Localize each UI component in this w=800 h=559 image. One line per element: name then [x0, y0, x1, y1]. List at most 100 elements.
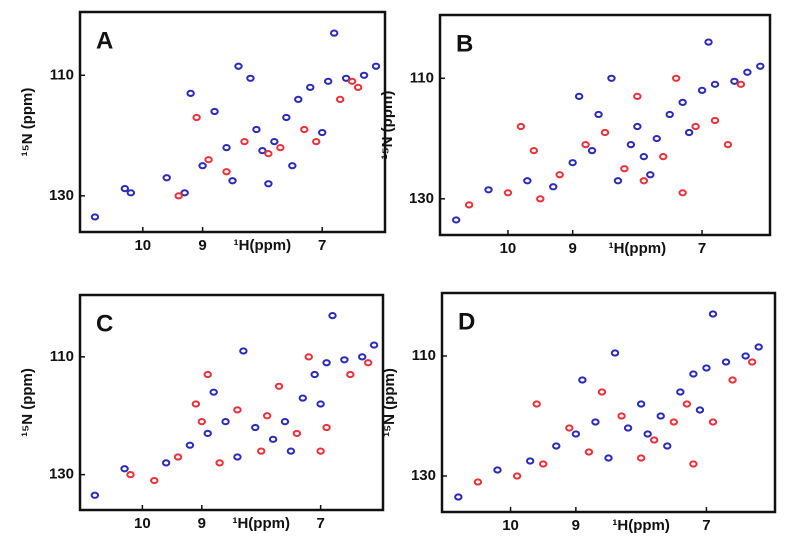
peak — [191, 400, 201, 408]
peak — [565, 424, 574, 432]
peak — [161, 459, 171, 467]
peak — [650, 436, 659, 444]
peak — [695, 406, 705, 414]
peak — [643, 430, 652, 438]
peak — [280, 418, 290, 426]
peak — [689, 460, 698, 468]
plot-frame — [78, 293, 385, 512]
peak — [512, 472, 522, 480]
peak — [532, 400, 541, 408]
peak — [617, 412, 626, 420]
peak — [234, 62, 243, 70]
peak — [322, 423, 331, 432]
peak — [288, 162, 297, 170]
peak — [730, 77, 739, 85]
peak — [312, 137, 321, 146]
peak — [523, 177, 532, 185]
peak — [369, 341, 379, 349]
y-axis-label: ¹⁵N (ppm) — [19, 368, 36, 437]
peak — [581, 140, 590, 149]
y-axis-label: ¹⁵N (ppm) — [19, 88, 36, 157]
peak — [306, 83, 315, 91]
peak — [555, 171, 564, 179]
x-tick-label: 9 — [572, 517, 580, 534]
peak — [316, 447, 325, 455]
peak — [264, 150, 273, 158]
peak — [300, 125, 309, 134]
peak — [702, 364, 711, 372]
peak — [274, 382, 284, 390]
peak — [610, 349, 620, 357]
peak — [185, 441, 195, 449]
peak — [228, 177, 237, 185]
peak — [633, 122, 642, 131]
peak — [150, 476, 159, 485]
peak — [741, 352, 750, 360]
x-tick-label: 9 — [568, 240, 576, 257]
peak — [328, 312, 337, 320]
peak — [251, 423, 260, 432]
peak — [747, 358, 757, 366]
peak — [162, 174, 171, 182]
peak — [623, 424, 633, 432]
peak — [639, 177, 649, 185]
peak — [304, 353, 313, 361]
peak — [210, 107, 219, 116]
peak — [198, 162, 207, 170]
x-tick-label: 10 — [134, 515, 151, 532]
peak — [335, 95, 345, 103]
peak — [120, 465, 129, 473]
peak — [697, 86, 707, 94]
y-tick-label: 130 — [411, 467, 436, 484]
peak — [464, 201, 474, 209]
peak — [584, 448, 594, 456]
peak — [222, 168, 231, 176]
peak — [233, 406, 242, 414]
peak — [258, 147, 267, 155]
panel-letter: B — [456, 30, 473, 57]
peak — [587, 147, 597, 155]
peak — [316, 400, 325, 408]
peak — [286, 447, 296, 455]
peak — [341, 74, 351, 82]
peak — [671, 74, 681, 82]
y-tick-label: 110 — [410, 69, 434, 86]
peak — [708, 418, 718, 426]
peak — [678, 98, 687, 106]
peak — [578, 376, 587, 384]
peak — [90, 213, 100, 221]
peak — [708, 310, 718, 318]
peak — [451, 216, 461, 224]
peak — [646, 171, 655, 179]
peak — [292, 429, 302, 438]
peak — [626, 140, 636, 149]
x-tick-label: 10 — [500, 240, 517, 257]
peak — [358, 353, 367, 361]
peak — [323, 77, 333, 85]
peak — [268, 435, 278, 443]
plot-frame — [440, 291, 777, 514]
peak — [669, 418, 678, 426]
peak — [282, 113, 291, 122]
peak — [262, 412, 272, 420]
peak — [347, 77, 357, 85]
peak — [663, 442, 672, 450]
peak — [656, 412, 665, 420]
peak — [597, 388, 607, 396]
peak — [473, 478, 483, 486]
peak — [568, 159, 577, 167]
peak — [329, 29, 339, 37]
x-axis-label: ¹H(ppm) — [232, 515, 289, 532]
peak — [363, 359, 373, 367]
y-tick-label: 130 — [409, 190, 434, 207]
peak — [604, 454, 613, 462]
x-tick-label: 7 — [698, 240, 706, 257]
peak — [721, 358, 731, 366]
peak — [484, 186, 493, 194]
y-tick-label: 110 — [50, 348, 74, 365]
peak — [180, 189, 189, 197]
peak — [678, 189, 687, 197]
peak — [126, 471, 135, 479]
peak — [516, 122, 526, 131]
